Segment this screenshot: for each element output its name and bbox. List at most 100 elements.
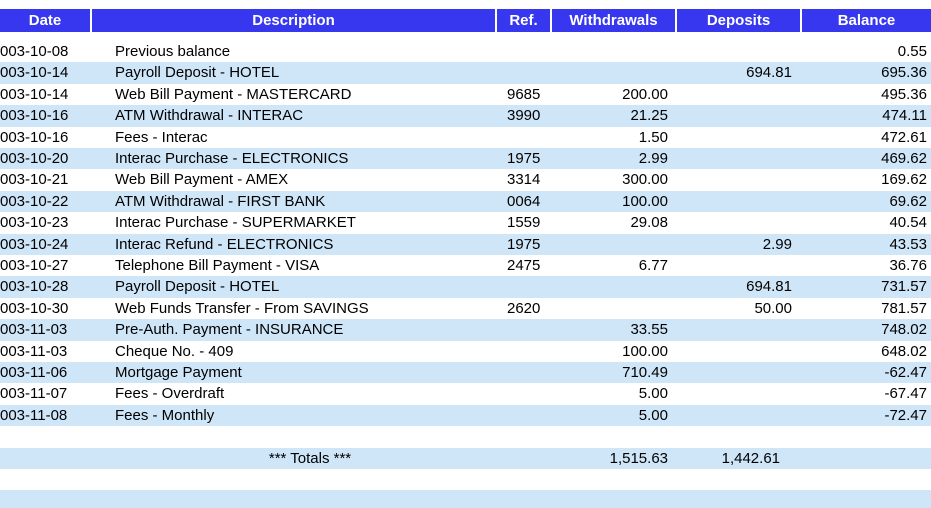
date-cell: 003-11-03 xyxy=(0,321,68,339)
description-cell: Interac Refund - ELECTRONICS xyxy=(115,235,334,253)
balance-cell: 474.11 xyxy=(882,107,927,125)
ref-cell: 3990 xyxy=(507,107,541,125)
table-row: 003-10-22 ATM Withdrawal - FIRST BANK 0064… xyxy=(0,190,931,213)
table-row: 003-11-03 Pre-Auth. Payment - INSURANCE 33… xyxy=(0,319,931,341)
balance-cell: 731.57 xyxy=(881,278,927,296)
description-cell: Mortgage Payment xyxy=(115,364,242,381)
description-cell: Interac Purchase - SUPERMARKET xyxy=(115,214,356,232)
date-cell: 003-10-27 xyxy=(0,257,69,274)
balance-cell: 69.62 xyxy=(889,192,927,210)
withdrawal-cell: 33.55 xyxy=(630,321,668,339)
withdrawal-cell: 6.77 xyxy=(638,257,668,274)
column-header: Withdrawals xyxy=(552,9,675,32)
date-cell: 003-11-07 xyxy=(0,385,68,403)
column-header: Description xyxy=(92,9,495,32)
ref-cell: 2620 xyxy=(507,299,541,317)
column-header: Balance xyxy=(802,9,931,32)
table-row: 003-10-27 Telephone Bill Payment - VISA 24… xyxy=(0,255,931,276)
description-cell: Fees - Interac xyxy=(115,128,208,146)
date-cell: 003-10-21 xyxy=(0,171,69,189)
date-cell: 003-11-06 xyxy=(0,364,68,381)
table-row xyxy=(0,426,931,447)
date-cell: 003-10-14 xyxy=(0,85,69,103)
ref-cell: 1975 xyxy=(507,150,541,167)
withdrawal-cell: 5.00 xyxy=(638,406,668,424)
date-cell: 003-10-14 xyxy=(0,64,69,82)
date-cell: 003-10-16 xyxy=(0,107,69,125)
table-row: 003-10-21 Web Bill Payment - AMEX 3314 300.… xyxy=(0,169,931,190)
description-cell: ATM Withdrawal - INTERAC xyxy=(115,107,304,125)
date-cell: 003-10-30 xyxy=(0,299,69,317)
table-row: 003-10-24 Interac Refund - ELECTRONICS 197… xyxy=(0,233,931,255)
balance-cell: 472.61 xyxy=(881,128,927,146)
date-cell: 003-10-22 xyxy=(0,192,69,210)
column-header: Date xyxy=(0,9,90,32)
balance-cell: 469.62 xyxy=(881,150,927,167)
table-row xyxy=(0,490,931,508)
table-row xyxy=(0,469,931,490)
table-row: 003-10-16 Fees - Interac 1.50 472.61 xyxy=(0,127,931,148)
balance-cell: 43.53 xyxy=(889,235,927,253)
withdrawal-cell: 1.50 xyxy=(638,128,668,146)
balance-cell: -62.47 xyxy=(884,364,927,381)
description-cell: Telephone Bill Payment - VISA xyxy=(115,257,320,274)
table-row: 003-11-07 Fees - Overdraft 5.00 -67.47 xyxy=(0,383,931,404)
table-row: 003-11-08 Fees - Monthly 5.00 -72.47 xyxy=(0,404,931,427)
table-row: 003-10-23 Interac Purchase - SUPERMARKET 1… xyxy=(0,212,931,233)
description-cell: Interac Purchase - ELECTRONICS xyxy=(115,150,349,167)
description-cell: Previous balance xyxy=(115,43,231,60)
description-cell: Payroll Deposit - HOTEL xyxy=(115,278,280,296)
withdrawal-cell: 21.25 xyxy=(630,107,668,125)
description-cell: Fees - Overdraft xyxy=(115,385,225,403)
description-cell: Web Funds Transfer - From SAVINGS xyxy=(115,299,369,317)
deposit-cell: 50.00 xyxy=(754,299,792,317)
balance-cell: -72.47 xyxy=(884,406,927,424)
withdrawal-cell: 710.49 xyxy=(622,364,668,381)
balance-cell: 0.55 xyxy=(897,43,927,60)
ref-cell: 2475 xyxy=(507,257,541,274)
withdrawal-cell: 300.00 xyxy=(622,171,668,189)
description-cell: Pre-Auth. Payment - INSURANCE xyxy=(115,321,344,339)
totals-deposits: 1,442.61 xyxy=(721,449,780,467)
deposit-cell: 2.99 xyxy=(762,235,792,253)
withdrawal-cell: 2.99 xyxy=(638,150,668,167)
ref-cell: 9685 xyxy=(507,85,541,103)
table-row: 003-10-28 Payroll Deposit - HOTEL 694.81 73… xyxy=(0,276,931,298)
deposit-cell: 694.81 xyxy=(746,64,792,82)
withdrawal-cell: 100.00 xyxy=(622,342,668,360)
description-cell: ATM Withdrawal - FIRST BANK xyxy=(115,192,326,210)
ref-cell: 0064 xyxy=(507,192,541,210)
table-row: 003-10-14 Web Bill Payment - MASTERCARD 96… xyxy=(0,84,931,105)
column-header: Ref. xyxy=(497,9,550,32)
date-cell: 003-10-20 xyxy=(0,150,69,167)
balance-cell: 36.76 xyxy=(889,257,927,274)
balance-cell: 648.02 xyxy=(881,342,927,360)
deposit-cell: 694.81 xyxy=(746,278,792,296)
table-row: 003-10-30 Web Funds Transfer - From SAVIN… xyxy=(0,298,931,319)
date-cell: 003-10-28 xyxy=(0,278,69,296)
description-cell: Payroll Deposit - HOTEL xyxy=(115,64,280,82)
description-cell: Cheque No. - 409 xyxy=(115,342,234,360)
description-cell: Web Bill Payment - AMEX xyxy=(115,171,289,189)
table-row: 003-10-16 ATM Withdrawal - INTERAC 3990 21.… xyxy=(0,105,931,127)
table-row: *** Totals *** 1,515.63 1,442.61 xyxy=(0,447,931,469)
balance-cell: 40.54 xyxy=(889,214,927,232)
table-row: 003-10-08 Previous balance 0.55 xyxy=(0,41,931,62)
table-row: 003-11-06 Mortgage Payment 710.49 -62.47 xyxy=(0,362,931,384)
balance-cell: 748.02 xyxy=(881,321,927,339)
withdrawal-cell: 29.08 xyxy=(630,214,668,232)
ref-cell: 1559 xyxy=(507,214,541,232)
totals-withdrawals: 1,515.63 xyxy=(609,449,668,467)
ref-cell: 1975 xyxy=(507,235,541,253)
balance-cell: 495.36 xyxy=(881,85,927,103)
date-cell: 003-10-16 xyxy=(0,128,69,146)
totals-label: *** Totals *** xyxy=(268,449,352,467)
date-cell: 003-10-23 xyxy=(0,214,69,232)
date-cell: 003-11-08 xyxy=(0,406,68,424)
table-row: 003-10-20 Interac Purchase - ELECTRONICS 1… xyxy=(0,148,931,170)
withdrawal-cell: 100.00 xyxy=(622,192,668,210)
date-cell: 003-11-03 xyxy=(0,342,68,360)
table-row: 003-11-03 Cheque No. - 409 100.00 648.02 xyxy=(0,341,931,362)
column-header: Deposits xyxy=(677,9,800,32)
